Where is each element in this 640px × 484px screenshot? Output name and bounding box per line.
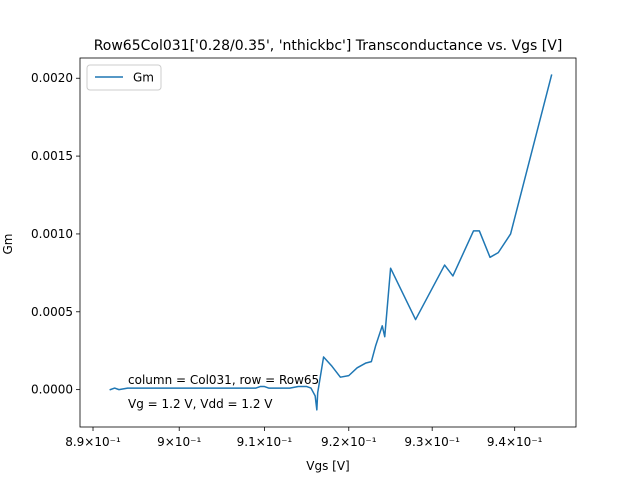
chart-title: Row65Col031['0.28/0.35', 'nthickbc'] Tra… — [94, 38, 563, 54]
x-axis-label: Vgs [V] — [306, 459, 349, 473]
x-tick-label: 9×10⁻¹ — [157, 435, 201, 449]
y-axis-label: Gm — [1, 234, 15, 255]
legend-label-gm: Gm — [133, 71, 154, 85]
y-tick-label: 0.0020 — [31, 71, 73, 85]
y-tick-label: 0.0010 — [31, 227, 73, 241]
x-tick-label: 9.3×10⁻¹ — [404, 435, 460, 449]
legend-box — [86, 64, 162, 91]
series-line-gm — [109, 74, 553, 411]
annotation-bias: Vg = 1.2 V, Vdd = 1.2 V — [128, 397, 273, 411]
x-tick-label: 8.9×10⁻¹ — [65, 435, 121, 449]
x-tick-label: 9.4×10⁻¹ — [487, 435, 543, 449]
y-tick-label: 0.0015 — [31, 149, 73, 163]
y-tick-label: 0.0005 — [31, 305, 73, 319]
annotation-location: column = Col031, row = Row65 — [128, 373, 319, 387]
plot-area-frame — [79, 57, 577, 428]
x-tick-label: 9.1×10⁻¹ — [237, 435, 293, 449]
x-tick-label: 9.2×10⁻¹ — [321, 435, 377, 449]
legend: Gm — [86, 64, 162, 91]
y-tick-label: 0.0000 — [31, 383, 73, 397]
